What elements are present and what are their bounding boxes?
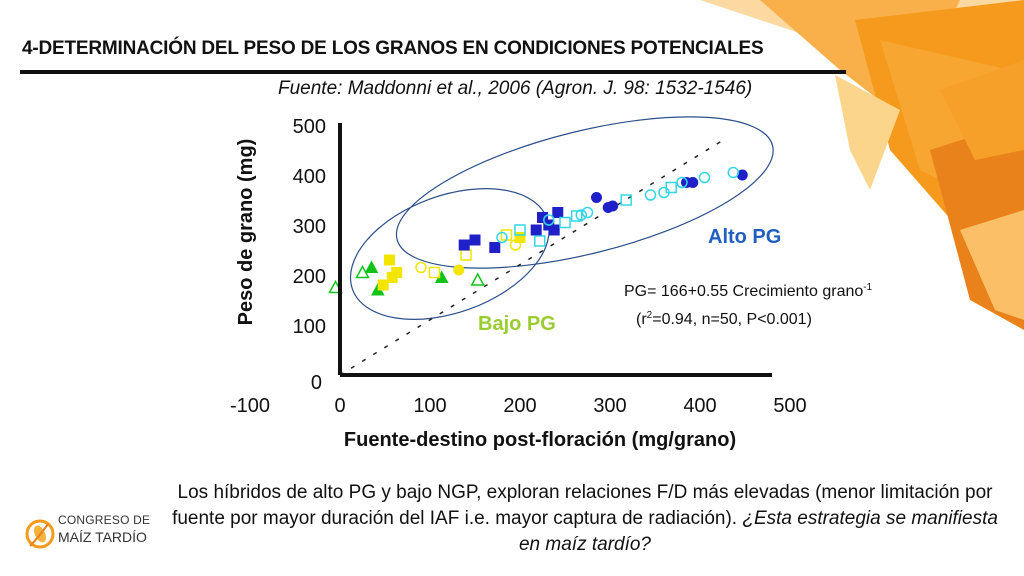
x-tick-label-5: 400 — [683, 395, 716, 417]
regression-line — [339, 137, 728, 376]
data-point-31 — [496, 231, 508, 244]
stats-superscript: 2 — [647, 310, 653, 321]
data-point-38 — [581, 206, 594, 219]
y-tick-label-0: 0 — [311, 372, 322, 394]
data-point-44 — [698, 171, 711, 184]
y-tick-label-5: 500 — [293, 116, 326, 138]
axes — [338, 123, 772, 377]
data-point-19 — [489, 242, 501, 253]
data-point-35 — [559, 216, 571, 229]
equation-superscript: -1 — [863, 282, 872, 293]
y-tick-label-4: 400 — [293, 166, 326, 188]
caption-question: ¿Esta estrategia se manifiesta en maíz t… — [518, 508, 998, 555]
data-point-5 — [470, 272, 485, 286]
data-point-10 — [415, 261, 427, 274]
logo-line-2: MAÍZ TARDÍO — [58, 529, 147, 545]
data-point-21 — [537, 212, 548, 223]
data-point-42 — [665, 181, 677, 194]
congress-logo: CONGRESO DE MAÍZ TARDÍO — [24, 512, 174, 556]
corn-logo-icon — [25, 519, 55, 549]
data-points — [328, 166, 748, 296]
title-underline — [20, 70, 846, 74]
data-point-32 — [514, 224, 526, 236]
data-point-29 — [687, 177, 699, 188]
data-point-23 — [548, 224, 560, 236]
slide-title: 4-DETERMINACIÓN DEL PESO DE LOS GRANOS E… — [22, 38, 764, 59]
group-ellipse-0 — [395, 116, 774, 269]
data-point-7 — [384, 254, 395, 266]
data-point-25 — [591, 192, 602, 203]
x-tick-label-1: 0 — [334, 395, 345, 417]
regression-stats: (r2=0.94, n=50, P<0.001) — [636, 310, 812, 328]
data-point-39 — [620, 194, 632, 206]
data-point-6 — [377, 279, 389, 291]
data-point-36 — [570, 210, 583, 222]
y-tick-label-2: 200 — [293, 266, 326, 288]
data-point-11 — [428, 266, 441, 279]
group-label-bajo: Bajo PG — [478, 313, 556, 335]
regression-line-group — [339, 137, 728, 376]
data-point-13 — [460, 249, 472, 261]
y-tick-label-3: 300 — [293, 216, 326, 238]
source-citation: Fuente: Maddonni et al., 2006 (Agron. J.… — [278, 78, 753, 99]
data-point-43 — [676, 176, 688, 189]
data-point-45 — [727, 166, 740, 179]
data-point-9 — [391, 267, 403, 278]
stats-close: =0.94, n=50, P<0.001) — [652, 311, 812, 328]
x-tick-label-2: 100 — [413, 395, 446, 417]
x-tick-label-4: 300 — [593, 395, 626, 417]
x-tick-label-0: -100 — [230, 395, 270, 417]
x-axis-label: Fuente-destino post-floración (mg/grano) — [344, 429, 736, 451]
caption-main: Los híbridos de alto PG y bajo NGP, expl… — [172, 482, 993, 529]
stats-open: (r — [636, 311, 647, 328]
data-point-34 — [543, 214, 555, 226]
data-point-18 — [469, 234, 481, 246]
y-axis-label: Peso de grano (mg) — [235, 139, 257, 326]
data-point-2 — [364, 260, 379, 273]
data-point-17 — [458, 239, 470, 251]
regression-equation: PG= 166+0.55 Crecimiento grano-1 — [624, 282, 873, 300]
data-point-33 — [534, 235, 546, 247]
data-point-16 — [514, 232, 526, 243]
scatter-chart: 0 100 200 300 400 500 -100 0 100 200 300 400 500 Pe… — [230, 116, 873, 451]
data-point-37 — [575, 209, 587, 221]
data-point-40 — [644, 189, 657, 201]
data-point-27 — [607, 200, 619, 212]
logo-line-1: CONGRESO DE — [58, 513, 151, 527]
y-tick-labels: 0 100 200 300 400 500 — [293, 116, 326, 394]
equation-text: PG= 166+0.55 Crecimiento grano — [624, 283, 863, 300]
x-tick-label-3: 200 — [503, 395, 536, 417]
data-point-24 — [552, 207, 564, 218]
y-tick-label-1: 100 — [293, 316, 326, 338]
data-point-12 — [453, 264, 465, 276]
group-label-alto: Alto PG — [708, 226, 781, 248]
caption-text: Los híbridos de alto PG y bajo NGP, expl… — [160, 480, 1010, 558]
x-tick-labels: -100 0 100 200 300 400 500 — [230, 395, 807, 417]
data-point-20 — [530, 224, 542, 236]
x-tick-label-6: 500 — [773, 395, 806, 417]
